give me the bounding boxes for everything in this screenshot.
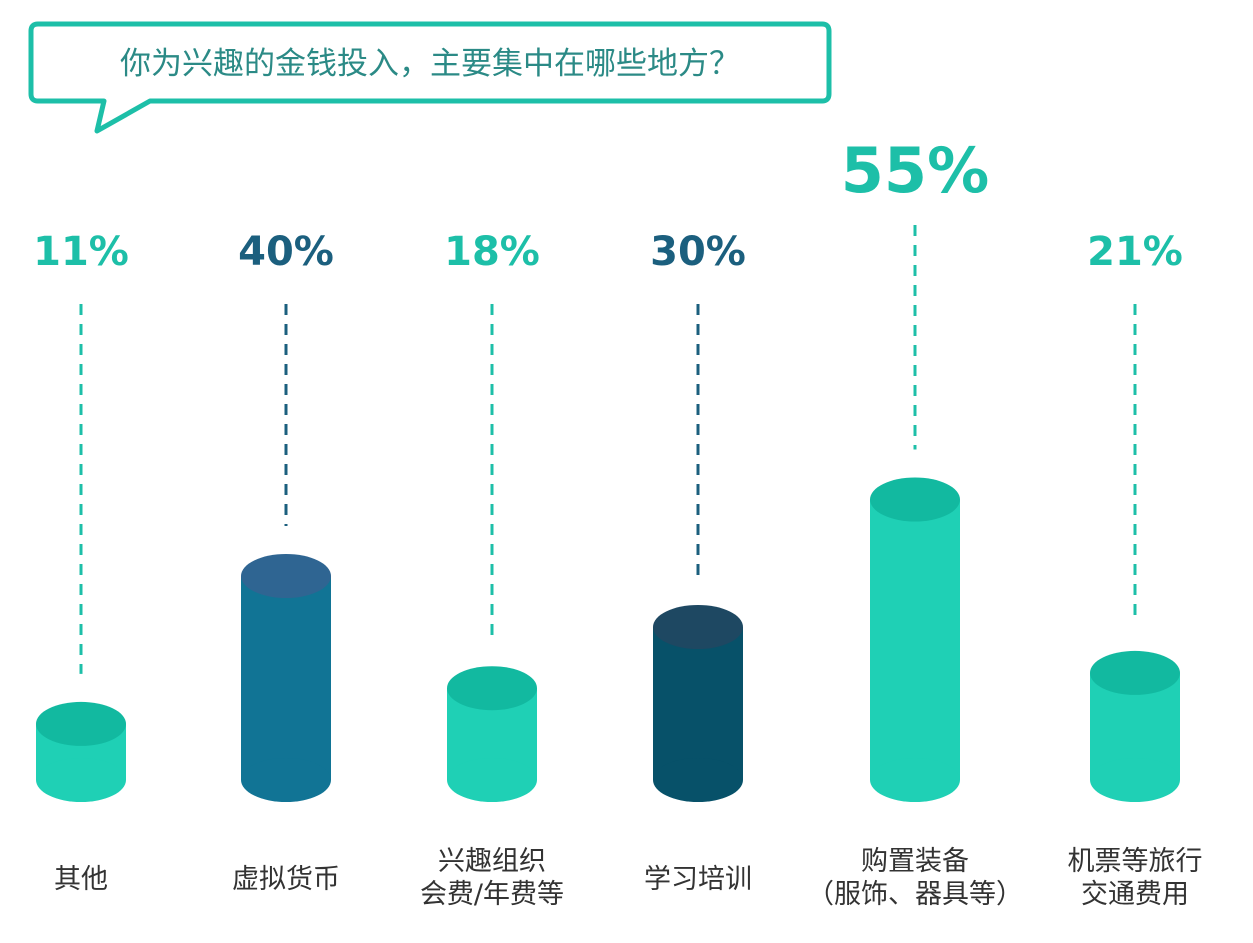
category-label: 兴趣组织 xyxy=(438,846,546,877)
bar xyxy=(870,499,960,780)
bar-group: 30% 学习培训 xyxy=(644,229,752,895)
category-label: 其他 xyxy=(54,864,108,895)
category-label: 会费/年费等 xyxy=(420,879,564,910)
category-label: 虚拟货币 xyxy=(232,864,340,895)
bar-base xyxy=(447,758,537,802)
bar xyxy=(241,576,331,780)
bar-group: 55% 购置装备（服饰、器具等） xyxy=(807,134,1023,910)
bar-group: 11% 其他 xyxy=(33,229,129,895)
category-label: 机票等旅行 xyxy=(1068,846,1203,877)
bar-base xyxy=(36,758,126,802)
bar-base xyxy=(1090,758,1180,802)
bar-top xyxy=(447,666,537,711)
category-label: 购置装备 xyxy=(861,846,969,877)
bar-group: 40% 虚拟货币 xyxy=(232,229,340,895)
bar-top xyxy=(241,554,331,598)
chart-title: 你为兴趣的金钱投入，主要集中在哪些地方？ xyxy=(120,46,740,82)
bar-top xyxy=(870,477,960,522)
category-label: 学习培训 xyxy=(644,864,752,895)
value-label: 40% xyxy=(238,229,334,275)
bar-top xyxy=(1090,650,1180,695)
bar-top xyxy=(653,605,743,649)
bar-base xyxy=(870,758,960,802)
value-label: 21% xyxy=(1087,229,1183,275)
title-bubble-frame xyxy=(28,21,832,134)
value-label: 18% xyxy=(444,229,540,275)
value-label: 30% xyxy=(650,229,746,275)
bar-top xyxy=(36,701,126,746)
category-label: 交通费用 xyxy=(1081,879,1189,910)
bar-base xyxy=(241,758,331,802)
title-bubble: 你为兴趣的金钱投入，主要集中在哪些地方？ xyxy=(28,21,832,134)
value-label: 11% xyxy=(33,229,129,275)
bar xyxy=(653,627,743,780)
bar-base xyxy=(653,758,743,802)
value-label: 55% xyxy=(841,134,989,207)
category-label: （服饰、器具等） xyxy=(807,879,1023,910)
